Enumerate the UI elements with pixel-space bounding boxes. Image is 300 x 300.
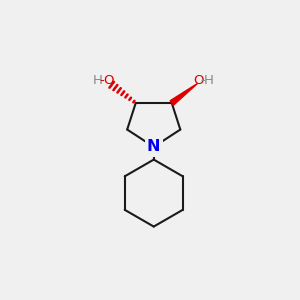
Text: -: - [200, 74, 205, 87]
Polygon shape [170, 83, 198, 105]
Text: H: H [93, 74, 103, 87]
Text: N: N [147, 140, 160, 154]
Text: O: O [194, 74, 204, 87]
Text: O: O [103, 74, 113, 87]
Text: -: - [99, 74, 104, 87]
Text: H: H [204, 74, 214, 87]
